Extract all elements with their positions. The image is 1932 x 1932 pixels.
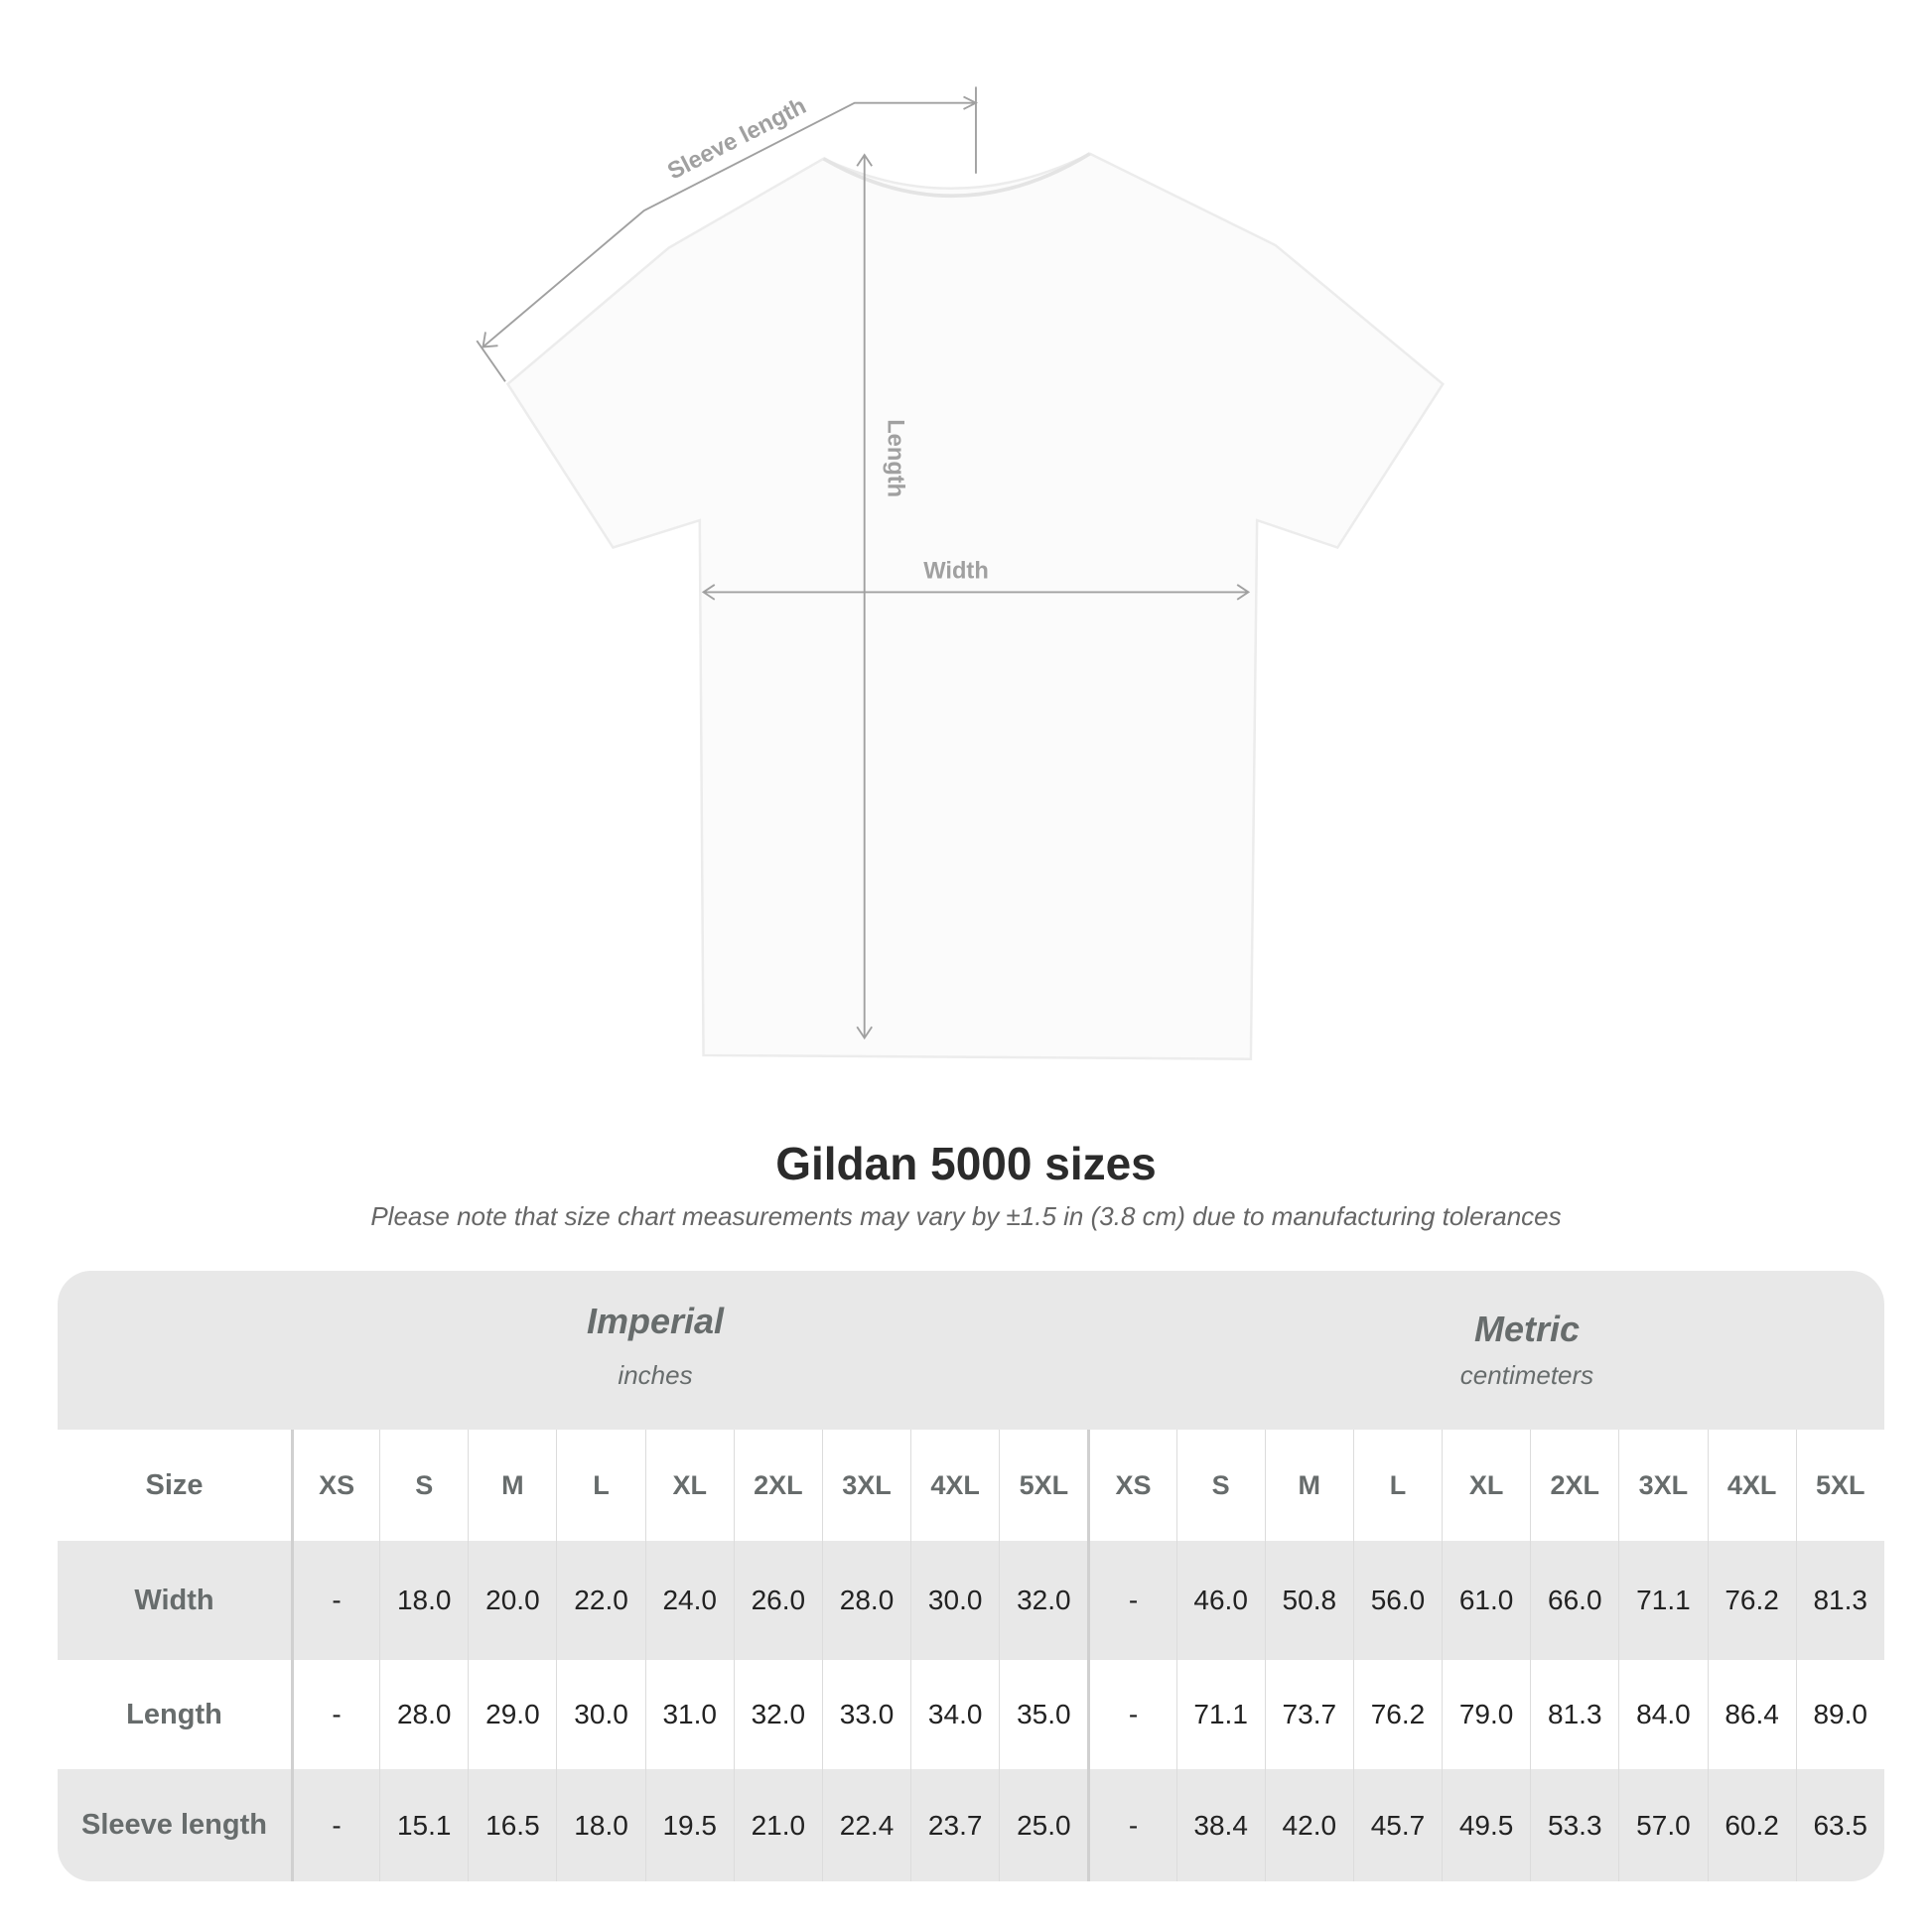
size-header-imperial: XS bbox=[291, 1430, 379, 1541]
metric-title: Metric bbox=[1473, 1309, 1581, 1349]
size-header-metric: S bbox=[1175, 1430, 1265, 1541]
value-cell-metric: 79.0 bbox=[1442, 1660, 1530, 1769]
metric-header: Metric centimeters bbox=[1328, 1309, 1725, 1391]
value-cell-metric: 71.1 bbox=[1175, 1660, 1265, 1769]
width-label: Width bbox=[923, 559, 989, 585]
value-cell-imperial: 29.0 bbox=[468, 1660, 556, 1769]
value-cell-imperial: 25.0 bbox=[999, 1769, 1087, 1881]
size-header-metric: M bbox=[1264, 1430, 1353, 1541]
value-cell-metric: 76.2 bbox=[1707, 1541, 1796, 1660]
value-cell-metric: 71.1 bbox=[1618, 1541, 1707, 1660]
width-arrow bbox=[701, 584, 1251, 601]
value-cell-imperial: 28.0 bbox=[379, 1660, 468, 1769]
sleeve-length-arrow bbox=[476, 86, 979, 382]
size-header-imperial: M bbox=[468, 1430, 556, 1541]
imperial-header: Imperial inches bbox=[457, 1301, 854, 1391]
size-header-imperial: 3XL bbox=[821, 1430, 910, 1541]
length-label: Length bbox=[882, 419, 907, 497]
value-cell-imperial: 34.0 bbox=[910, 1660, 999, 1769]
length-arrow bbox=[856, 153, 873, 1040]
size-header-imperial: XL bbox=[644, 1430, 734, 1541]
value-cell-metric: 60.2 bbox=[1707, 1769, 1796, 1881]
value-cell-imperial: 26.0 bbox=[733, 1541, 822, 1660]
value-cell-metric: 45.7 bbox=[1352, 1769, 1442, 1881]
size-header-imperial: L bbox=[556, 1430, 644, 1541]
size-header-row: Size XS S M L XL 2XL 3XL 4XL 5XL XS S M L XL 2XL 3XL 4XL 5… bbox=[58, 1430, 1884, 1541]
value-cell-imperial: 31.0 bbox=[644, 1660, 734, 1769]
value-cell-imperial: 20.0 bbox=[468, 1541, 556, 1660]
value-cell-imperial: 16.5 bbox=[468, 1769, 556, 1881]
metric-unit: centimeters bbox=[1459, 1360, 1594, 1390]
value-cell-metric: 86.4 bbox=[1707, 1660, 1796, 1769]
size-header-imperial: 2XL bbox=[733, 1430, 822, 1541]
value-cell-metric: 57.0 bbox=[1618, 1769, 1707, 1881]
table-row: Sleeve length -15.1 16.5 18.0 19.5 21.0 22.4 23… bbox=[58, 1769, 1884, 1881]
size-header-metric: 4XL bbox=[1707, 1430, 1796, 1541]
imperial-unit: inches bbox=[618, 1360, 693, 1390]
value-cell-imperial: 30.0 bbox=[556, 1660, 644, 1769]
value-cell-metric: 53.3 bbox=[1530, 1769, 1618, 1881]
size-header-imperial: S bbox=[379, 1430, 468, 1541]
value-cell-imperial: 18.0 bbox=[379, 1541, 468, 1660]
value-cell-imperial: 32.0 bbox=[733, 1660, 822, 1769]
value-cell-metric: 56.0 bbox=[1352, 1541, 1442, 1660]
value-cell-imperial: - bbox=[291, 1769, 379, 1881]
value-cell-metric: 50.8 bbox=[1264, 1541, 1353, 1660]
value-cell-imperial: - bbox=[291, 1660, 379, 1769]
size-header-metric: 5XL bbox=[1795, 1430, 1884, 1541]
value-cell-metric: 42.0 bbox=[1264, 1769, 1353, 1881]
value-cell-metric: 63.5 bbox=[1795, 1769, 1884, 1881]
value-cell-imperial: 35.0 bbox=[999, 1660, 1087, 1769]
value-cell-metric: 81.3 bbox=[1795, 1541, 1884, 1660]
value-cell-imperial: 22.0 bbox=[556, 1541, 644, 1660]
value-cell-metric: 38.4 bbox=[1175, 1769, 1265, 1881]
value-cell-imperial: 24.0 bbox=[644, 1541, 734, 1660]
value-cell-metric: 76.2 bbox=[1352, 1660, 1442, 1769]
size-header-metric: 3XL bbox=[1618, 1430, 1707, 1541]
imperial-title: Imperial bbox=[586, 1301, 725, 1341]
size-table: Imperial inches Metric centimeters Size X… bbox=[58, 1271, 1884, 1881]
size-label: Size bbox=[145, 1468, 204, 1501]
table-row: Width -18.0 20.0 22.0 24.0 26.0 28.0 30.0 32.0-4… bbox=[58, 1541, 1884, 1660]
value-cell-metric: 49.5 bbox=[1442, 1769, 1530, 1881]
value-cell-metric: 84.0 bbox=[1618, 1660, 1707, 1769]
value-cell-imperial: 15.1 bbox=[379, 1769, 468, 1881]
value-cell-imperial: 30.0 bbox=[910, 1541, 999, 1660]
page-title: Gildan 5000 sizes bbox=[775, 1138, 1157, 1189]
sleeve-length-label: Sleeve length bbox=[664, 93, 811, 185]
value-cell-metric: - bbox=[1087, 1769, 1175, 1881]
table-row: Length -28.0 29.0 30.0 31.0 32.0 33.0 34.0 35.0-… bbox=[58, 1660, 1884, 1769]
tolerance-note: Please note that size chart measurements… bbox=[370, 1201, 1562, 1231]
tshirt-shape bbox=[505, 152, 1445, 1060]
value-cell-imperial: 22.4 bbox=[821, 1769, 910, 1881]
size-header-metric: 2XL bbox=[1530, 1430, 1618, 1541]
value-cell-metric: - bbox=[1087, 1660, 1175, 1769]
value-cell-imperial: 33.0 bbox=[821, 1660, 910, 1769]
value-cell-metric: 73.7 bbox=[1264, 1660, 1353, 1769]
size-header-metric: L bbox=[1352, 1430, 1442, 1541]
size-header-imperial: 5XL bbox=[999, 1430, 1087, 1541]
value-cell-metric: 66.0 bbox=[1530, 1541, 1618, 1660]
value-cell-metric: 89.0 bbox=[1795, 1660, 1884, 1769]
value-cell-imperial: 19.5 bbox=[644, 1769, 734, 1881]
value-cell-imperial: 32.0 bbox=[999, 1541, 1087, 1660]
size-header-metric: XS bbox=[1087, 1430, 1175, 1541]
size-header-metric: XL bbox=[1442, 1430, 1530, 1541]
value-cell-metric: 46.0 bbox=[1175, 1541, 1265, 1660]
row-label: Sleeve length bbox=[81, 1809, 267, 1841]
value-cell-metric: 61.0 bbox=[1442, 1541, 1530, 1660]
value-cell-imperial: 21.0 bbox=[733, 1769, 822, 1881]
row-label: Length bbox=[126, 1698, 222, 1730]
tshirt-diagram: Sleeve length Length Width bbox=[476, 86, 1445, 1060]
value-cell-imperial: 28.0 bbox=[821, 1541, 910, 1660]
value-cell-imperial: 23.7 bbox=[910, 1769, 999, 1881]
value-cell-metric: - bbox=[1087, 1541, 1175, 1660]
value-cell-imperial: 18.0 bbox=[556, 1769, 644, 1881]
value-cell-metric: 81.3 bbox=[1530, 1660, 1618, 1769]
row-label: Width bbox=[134, 1584, 214, 1616]
value-cell-imperial: - bbox=[291, 1541, 379, 1660]
size-header-imperial: 4XL bbox=[910, 1430, 999, 1541]
tshirt-collar bbox=[822, 152, 1091, 199]
